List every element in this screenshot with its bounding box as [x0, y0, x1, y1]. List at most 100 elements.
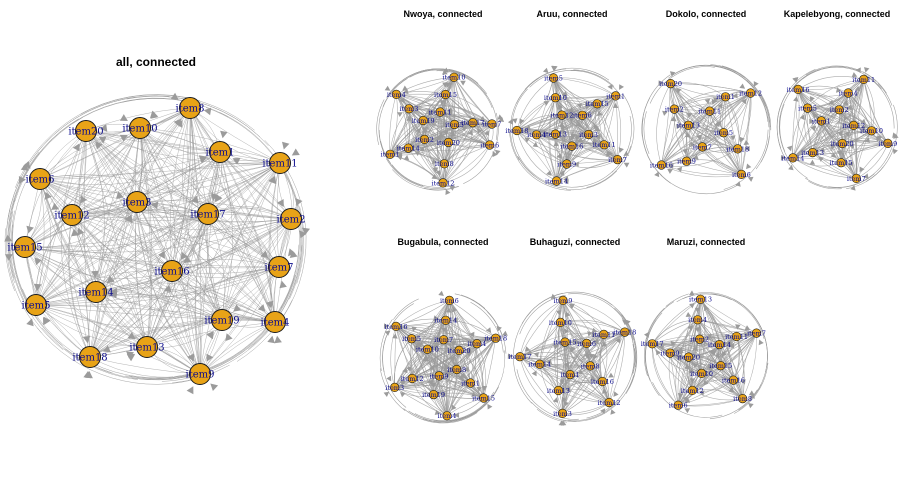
edge: [449, 300, 496, 339]
node-label: item13: [129, 343, 164, 354]
edge-arc: [586, 145, 632, 188]
edge: [146, 107, 195, 348]
edge: [39, 107, 191, 180]
nodes-buhaguzi: item3 item14 item15 item17 item10 item6 item9 i…: [508, 295, 636, 419]
arrowhead: [677, 392, 684, 399]
edge: [182, 107, 223, 321]
node-item1: [565, 370, 575, 380]
node-item5: [449, 119, 460, 130]
nodes-kapelebyong: item7 item13 item1 item14 item5 item2 item16 it…: [781, 74, 897, 183]
arrowhead: [618, 147, 624, 153]
arrowhead: [465, 348, 472, 354]
edge: [395, 326, 434, 395]
edge-arc: [710, 64, 766, 107]
arrowhead: [565, 311, 571, 318]
arrowhead: [289, 250, 298, 258]
node-item6: [577, 110, 588, 120]
arrowhead: [127, 354, 136, 362]
edge: [71, 214, 201, 375]
arrowhead: [460, 80, 466, 86]
edge: [219, 151, 276, 323]
arrowhead: [496, 326, 502, 332]
arrowhead: [788, 164, 794, 171]
edge: [445, 320, 471, 384]
node-label: item9: [661, 350, 680, 358]
node-label: item14: [708, 341, 731, 349]
edges-bugabula: [379, 290, 508, 424]
edge: [693, 319, 702, 374]
arrowhead: [684, 408, 691, 414]
node-item2: [669, 104, 679, 114]
arrowhead: [484, 130, 490, 136]
edge: [39, 127, 141, 180]
arrowhead: [573, 161, 579, 167]
arrowhead: [186, 386, 194, 395]
arrowhead: [676, 88, 682, 94]
edge: [608, 332, 626, 403]
arrowhead: [150, 201, 159, 210]
arrowhead: [469, 331, 475, 338]
edge-arc: [649, 66, 715, 104]
edge: [561, 95, 616, 116]
arrowhead: [119, 114, 128, 121]
node-item4: [843, 88, 853, 98]
arrowhead: [828, 99, 834, 106]
edge: [449, 300, 457, 370]
arrowhead: [512, 118, 518, 124]
edge: [71, 209, 292, 220]
edge: [395, 326, 484, 399]
nodes-nwoya: item6 item8 item2 item12 item14 item19 item1 it…: [381, 72, 501, 188]
node-label: item13: [801, 149, 824, 157]
node-label: item18: [484, 335, 507, 343]
edge: [701, 332, 757, 374]
edge: [71, 214, 223, 321]
node-label: item2: [277, 215, 306, 226]
arrowhead: [744, 145, 750, 152]
arrowhead: [106, 275, 115, 284]
node-item7: [439, 335, 449, 345]
node-label: item3: [579, 131, 598, 139]
edge-arc: [568, 293, 634, 340]
arrowhead: [72, 143, 80, 152]
edge: [35, 304, 91, 358]
edge: [792, 89, 799, 158]
edge: [136, 160, 281, 203]
edge: [516, 95, 616, 131]
arrowhead: [44, 191, 52, 200]
edge: [443, 77, 455, 143]
node-item20: [443, 137, 454, 148]
node-label: item6: [480, 141, 499, 149]
arrowhead: [851, 72, 858, 78]
edge: [555, 95, 616, 98]
edge: [651, 343, 679, 406]
arrowhead: [494, 149, 501, 156]
edge: [449, 300, 496, 339]
arrowhead: [80, 195, 88, 204]
edge: [219, 151, 276, 323]
edge: [516, 130, 557, 182]
arrowhead: [150, 110, 158, 119]
edge: [24, 213, 209, 248]
node-item7: [487, 119, 497, 129]
edge: [798, 79, 864, 91]
node-label: item7: [747, 330, 766, 338]
arrowhead: [588, 353, 595, 359]
node-label: item9: [878, 140, 897, 148]
arrowhead: [670, 340, 676, 347]
node-item6: [29, 168, 51, 190]
node-item13: [695, 294, 706, 304]
arrowhead: [730, 135, 736, 141]
arrowhead: [684, 364, 690, 370]
edge: [85, 130, 276, 323]
edge: [186, 107, 209, 215]
arrowhead: [383, 323, 389, 329]
edge-arc: [622, 94, 635, 154]
edge-arc: [721, 65, 771, 128]
edge-arc: [6, 96, 136, 230]
edge-arc: [391, 164, 420, 185]
edge: [207, 213, 225, 321]
arrowhead: [744, 325, 751, 331]
arrowhead: [812, 113, 818, 119]
arrowhead: [459, 372, 466, 379]
panel-nwoya: Nwoya, connecteditem6item8item2item12ite…: [376, 9, 505, 195]
